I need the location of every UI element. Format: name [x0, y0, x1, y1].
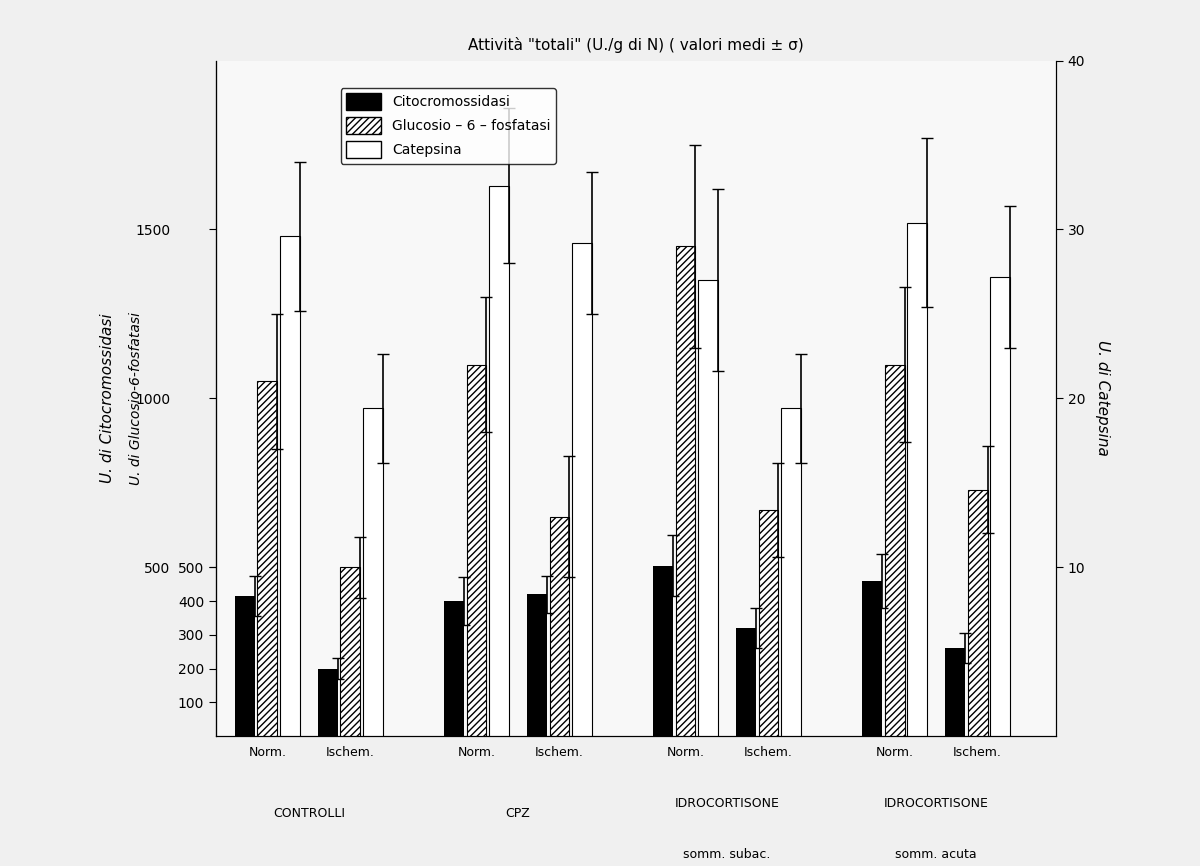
Bar	[490, 185, 509, 736]
Bar	[364, 409, 383, 736]
Text: somm. acuta: somm. acuta	[895, 848, 977, 861]
Bar	[736, 628, 756, 736]
Y-axis label: U. di Citocromossidasi: U. di Citocromossidasi	[101, 313, 115, 483]
Bar	[967, 489, 988, 736]
Text: IDROCORTISONE: IDROCORTISONE	[674, 797, 780, 810]
Text: CPZ: CPZ	[505, 807, 530, 820]
Bar	[550, 516, 569, 736]
Bar	[676, 246, 696, 736]
Bar	[444, 601, 463, 736]
Bar	[280, 236, 300, 736]
Bar	[653, 565, 673, 736]
Text: somm. subac.: somm. subac.	[683, 848, 770, 861]
Bar	[467, 365, 486, 736]
Text: IDROCORTISONE: IDROCORTISONE	[883, 797, 989, 810]
Text: U. di Glucosio-6-fosfatasi: U. di Glucosio-6-fosfatasi	[130, 312, 143, 485]
Bar	[341, 567, 360, 736]
Legend: Citocromossidasi, Glucosio – 6 – fosfatasi, Catepsina: Citocromossidasi, Glucosio – 6 – fosfata…	[341, 87, 556, 164]
Bar	[946, 649, 965, 736]
Bar	[758, 510, 779, 736]
Bar	[572, 243, 592, 736]
Bar	[258, 381, 277, 736]
Bar	[318, 669, 337, 736]
Bar	[527, 594, 547, 736]
Bar	[235, 596, 254, 736]
Bar	[990, 277, 1010, 736]
Y-axis label: U. di Catepsina: U. di Catepsina	[1096, 340, 1110, 456]
Bar	[862, 581, 882, 736]
Bar	[907, 223, 928, 736]
Title: Attività "totali" (U./g di N) ( valori medi ± σ): Attività "totali" (U./g di N) ( valori m…	[468, 36, 804, 53]
Bar	[781, 409, 802, 736]
Bar	[698, 281, 718, 736]
Text: CONTROLLI: CONTROLLI	[272, 807, 344, 820]
Bar	[884, 365, 905, 736]
